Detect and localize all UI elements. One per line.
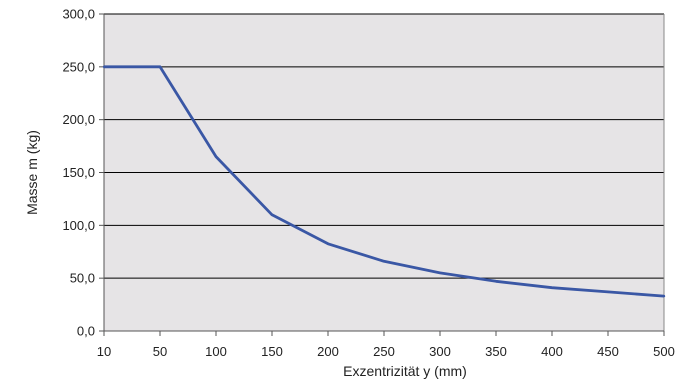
y-tick-label: 200,0 <box>62 112 95 127</box>
y-tick-label: 150,0 <box>62 165 95 180</box>
y-tick-label: 0,0 <box>77 324 95 339</box>
data-point <box>158 65 162 69</box>
data-point <box>382 260 386 263</box>
y-tick-label: 300,0 <box>62 7 95 22</box>
data-point <box>494 280 498 283</box>
x-tick-label: 150 <box>261 344 283 359</box>
x-tick-label: 500 <box>653 344 675 359</box>
y-axis-ticks: 0,0 50,0 100,0 150,0 200,0 250,0 300,0 <box>62 7 104 339</box>
x-tick-label: 300 <box>429 344 451 359</box>
x-tick-label: 100 <box>205 344 227 359</box>
x-tick-label: 200 <box>317 344 339 359</box>
x-tick-label: 400 <box>541 344 563 359</box>
data-point <box>102 65 106 69</box>
x-tick-label: 350 <box>485 344 507 359</box>
y-tick-label: 100,0 <box>62 218 95 233</box>
y-axis-label: Masse m (kg) <box>24 130 40 215</box>
x-axis-ticks: 10 50 100 150 200 250 300 350 400 450 500 <box>97 331 675 359</box>
data-point <box>326 242 330 246</box>
series-group <box>102 65 666 298</box>
y-tick-label: 50,0 <box>70 271 95 286</box>
data-point <box>550 286 554 289</box>
data-point <box>214 155 218 158</box>
data-point <box>662 294 666 298</box>
data-point <box>270 213 274 216</box>
x-tick-label: 450 <box>597 344 619 359</box>
x-tick-label: 10 <box>97 344 111 359</box>
data-point <box>606 290 610 294</box>
y-tick-label: 250,0 <box>62 59 95 74</box>
x-tick-label: 50 <box>153 344 167 359</box>
x-axis-label: Exzentrizität y (mm) <box>343 363 467 379</box>
x-tick-label: 250 <box>373 344 395 359</box>
data-point <box>438 271 442 275</box>
